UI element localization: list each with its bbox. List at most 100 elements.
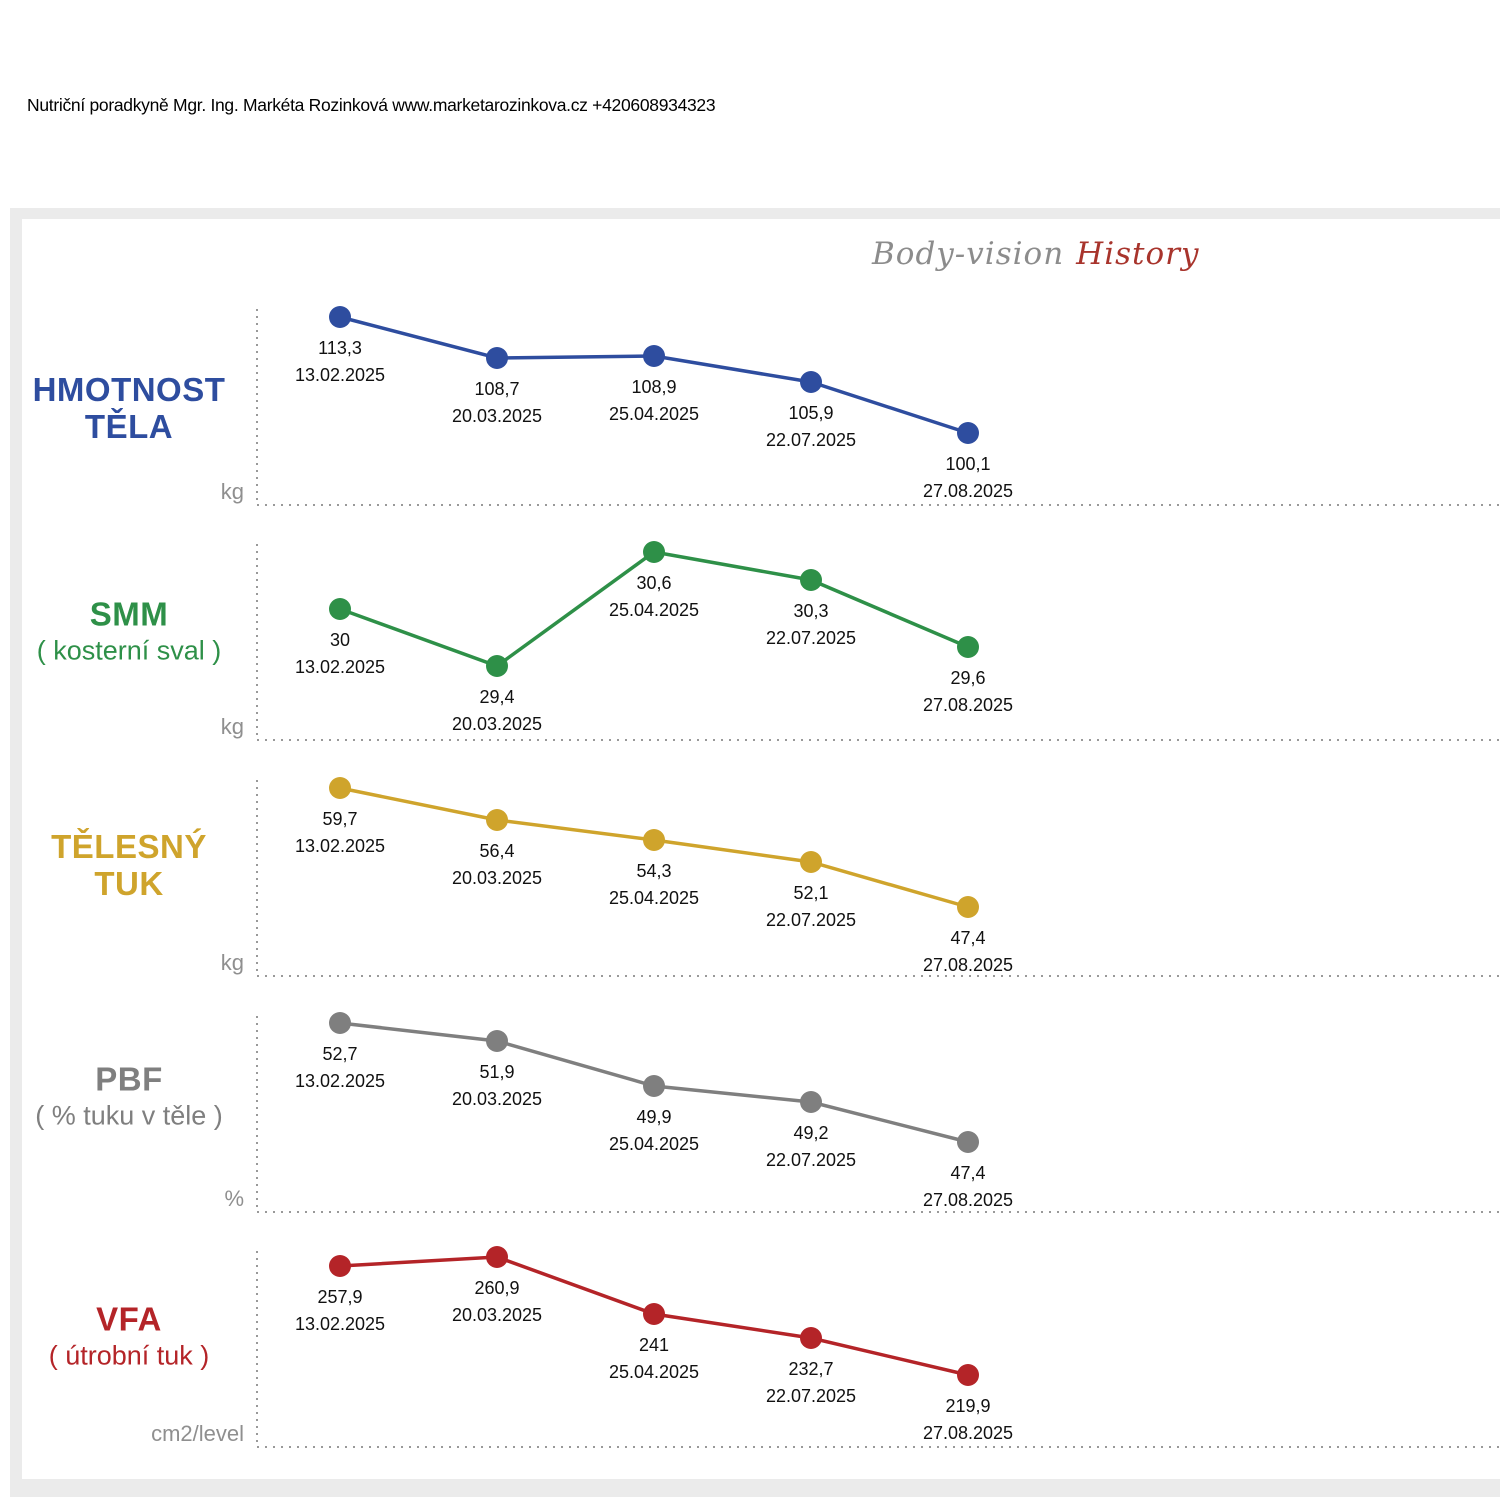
point-label-pbf-4: 47,4 27.08.2025 [883, 1160, 1053, 1214]
point-label-hmotnost-tela-4: 100,1 27.08.2025 [883, 451, 1053, 505]
point-date-smm-2: 25.04.2025 [608, 600, 700, 620]
point-label-hmotnost-tela-2: 108,9 25.04.2025 [569, 374, 739, 428]
point-value-hmotnost-tela-3: 105,9 [788, 403, 834, 423]
point-label-vfa-2: 241 25.04.2025 [569, 1332, 739, 1386]
data-point-telesny-tuk-0 [329, 777, 351, 799]
chart-subtitle-vfa: ( útrobní tuk ) [48, 1340, 210, 1371]
chart-title-vfa: VFA( útrobní tuk ) [0, 1301, 258, 1372]
point-date-telesny-tuk-1: 20.03.2025 [451, 868, 543, 888]
chart-title-hmotnost-tela: HMOTNOST TĚLA [0, 371, 258, 445]
point-date-pbf-4: 27.08.2025 [922, 1190, 1014, 1210]
point-value-telesny-tuk-3: 52,1 [793, 883, 829, 903]
point-date-smm-1: 20.03.2025 [451, 714, 543, 734]
point-value-hmotnost-tela-1: 108,7 [474, 379, 520, 399]
data-point-vfa-0 [329, 1255, 351, 1277]
chart-title-line-hmotnost-tela-0: HMOTNOST [32, 371, 226, 408]
point-date-telesny-tuk-0: 13.02.2025 [294, 836, 386, 856]
point-date-smm-3: 22.07.2025 [765, 628, 857, 648]
point-date-vfa-2: 25.04.2025 [608, 1362, 700, 1382]
point-value-hmotnost-tela-2: 108,9 [631, 377, 677, 397]
point-label-pbf-1: 51,9 20.03.2025 [412, 1059, 582, 1113]
data-point-hmotnost-tela-1 [486, 347, 508, 369]
report-title-section: History [1076, 236, 1200, 272]
point-date-hmotnost-tela-1: 20.03.2025 [451, 406, 543, 426]
point-value-hmotnost-tela-4: 100,1 [945, 454, 991, 474]
chart-subtitle-pbf: ( % tuku v těle ) [35, 1100, 223, 1131]
point-date-pbf-3: 22.07.2025 [765, 1150, 857, 1170]
data-point-smm-4 [957, 636, 979, 658]
point-label-vfa-1: 260,9 20.03.2025 [412, 1275, 582, 1329]
unit-label-vfa: cm2/level [151, 1421, 244, 1446]
point-label-hmotnost-tela-1: 108,7 20.03.2025 [412, 376, 582, 430]
data-point-hmotnost-tela-2 [643, 345, 665, 367]
point-value-smm-1: 29,4 [479, 687, 515, 707]
point-value-pbf-0: 52,7 [322, 1044, 358, 1064]
data-point-pbf-4 [957, 1131, 979, 1153]
point-value-telesny-tuk-2: 54,3 [636, 861, 672, 881]
point-value-hmotnost-tela-0: 113,3 [318, 338, 362, 358]
point-value-telesny-tuk-0: 59,7 [322, 809, 358, 829]
data-point-telesny-tuk-1 [486, 809, 508, 831]
point-value-smm-2: 30,6 [636, 573, 672, 593]
chart-title-telesny-tuk: TĚLESNÝ TUK [0, 828, 258, 902]
point-label-pbf-2: 49,9 25.04.2025 [569, 1104, 739, 1158]
data-point-telesny-tuk-3 [800, 851, 822, 873]
point-date-telesny-tuk-4: 27.08.2025 [922, 955, 1014, 975]
point-label-telesny-tuk-3: 52,1 22.07.2025 [726, 880, 896, 934]
chart-title-line-smm-0: SMM [89, 595, 169, 633]
chart-title-line-pbf-0: PBF [95, 1060, 163, 1098]
point-label-telesny-tuk-0: 59,7 13.02.2025 [255, 806, 425, 860]
report-title-brand: Body-vision [872, 236, 1065, 272]
point-value-vfa-0: 257,9 [317, 1287, 363, 1307]
point-date-hmotnost-tela-2: 25.04.2025 [608, 404, 700, 424]
chart-subtitle-smm: ( kosterní sval ) [36, 635, 222, 666]
data-point-hmotnost-tela-0 [329, 306, 351, 328]
point-label-smm-4: 29,6 27.08.2025 [883, 665, 1053, 719]
unit-label-pbf: % [224, 1186, 244, 1211]
data-point-hmotnost-tela-4 [957, 422, 979, 444]
point-value-pbf-4: 47,4 [950, 1163, 986, 1183]
point-label-smm-1: 29,4 20.03.2025 [412, 684, 582, 738]
chart-title-line-hmotnost-tela-1: TĚLA [84, 408, 174, 445]
point-label-hmotnost-tela-0: 113,3 13.02.2025 [255, 335, 425, 389]
point-value-vfa-2: 241 [638, 1335, 670, 1355]
point-label-telesny-tuk-2: 54,3 25.04.2025 [569, 858, 739, 912]
data-point-telesny-tuk-4 [957, 896, 979, 918]
data-point-pbf-2 [643, 1075, 665, 1097]
data-point-vfa-1 [486, 1246, 508, 1268]
point-date-vfa-3: 22.07.2025 [765, 1386, 857, 1406]
point-value-pbf-2: 49,9 [636, 1107, 672, 1127]
chart-title-line-telesny-tuk-0: TĚLESNÝ [51, 828, 207, 865]
point-date-vfa-0: 13.02.2025 [294, 1314, 386, 1334]
chart-title-smm: SMM( kosterní sval ) [0, 596, 258, 667]
point-date-pbf-0: 13.02.2025 [294, 1071, 386, 1091]
point-value-vfa-4: 219,9 [945, 1396, 991, 1416]
point-date-hmotnost-tela-3: 22.07.2025 [765, 430, 857, 450]
point-value-pbf-3: 49,2 [793, 1123, 829, 1143]
data-point-vfa-2 [643, 1303, 665, 1325]
data-point-smm-2 [643, 541, 665, 563]
point-label-pbf-3: 49,2 22.07.2025 [726, 1120, 896, 1174]
point-date-hmotnost-tela-0: 13.02.2025 [294, 365, 386, 385]
point-label-smm-0: 30 13.02.2025 [255, 627, 425, 681]
point-label-vfa-3: 232,7 22.07.2025 [726, 1356, 896, 1410]
data-point-telesny-tuk-2 [643, 829, 665, 851]
data-point-pbf-1 [486, 1030, 508, 1052]
report-title: Body-vision History [872, 236, 1199, 272]
chart-title-line-telesny-tuk-1: TUK [94, 865, 164, 902]
data-point-smm-1 [486, 655, 508, 677]
point-date-pbf-1: 20.03.2025 [451, 1089, 543, 1109]
data-point-smm-3 [800, 569, 822, 591]
point-label-telesny-tuk-1: 56,4 20.03.2025 [412, 838, 582, 892]
data-point-smm-0 [329, 598, 351, 620]
point-label-vfa-4: 219,9 27.08.2025 [883, 1393, 1053, 1447]
point-date-telesny-tuk-2: 25.04.2025 [608, 888, 700, 908]
chart-title-pbf: PBF( % tuku v těle ) [0, 1061, 258, 1132]
point-value-telesny-tuk-1: 56,4 [479, 841, 515, 861]
data-point-vfa-3 [800, 1327, 822, 1349]
unit-label-hmotnost-tela: kg [220, 479, 244, 504]
point-value-smm-3: 30,3 [793, 601, 829, 621]
point-date-vfa-4: 27.08.2025 [922, 1423, 1014, 1443]
